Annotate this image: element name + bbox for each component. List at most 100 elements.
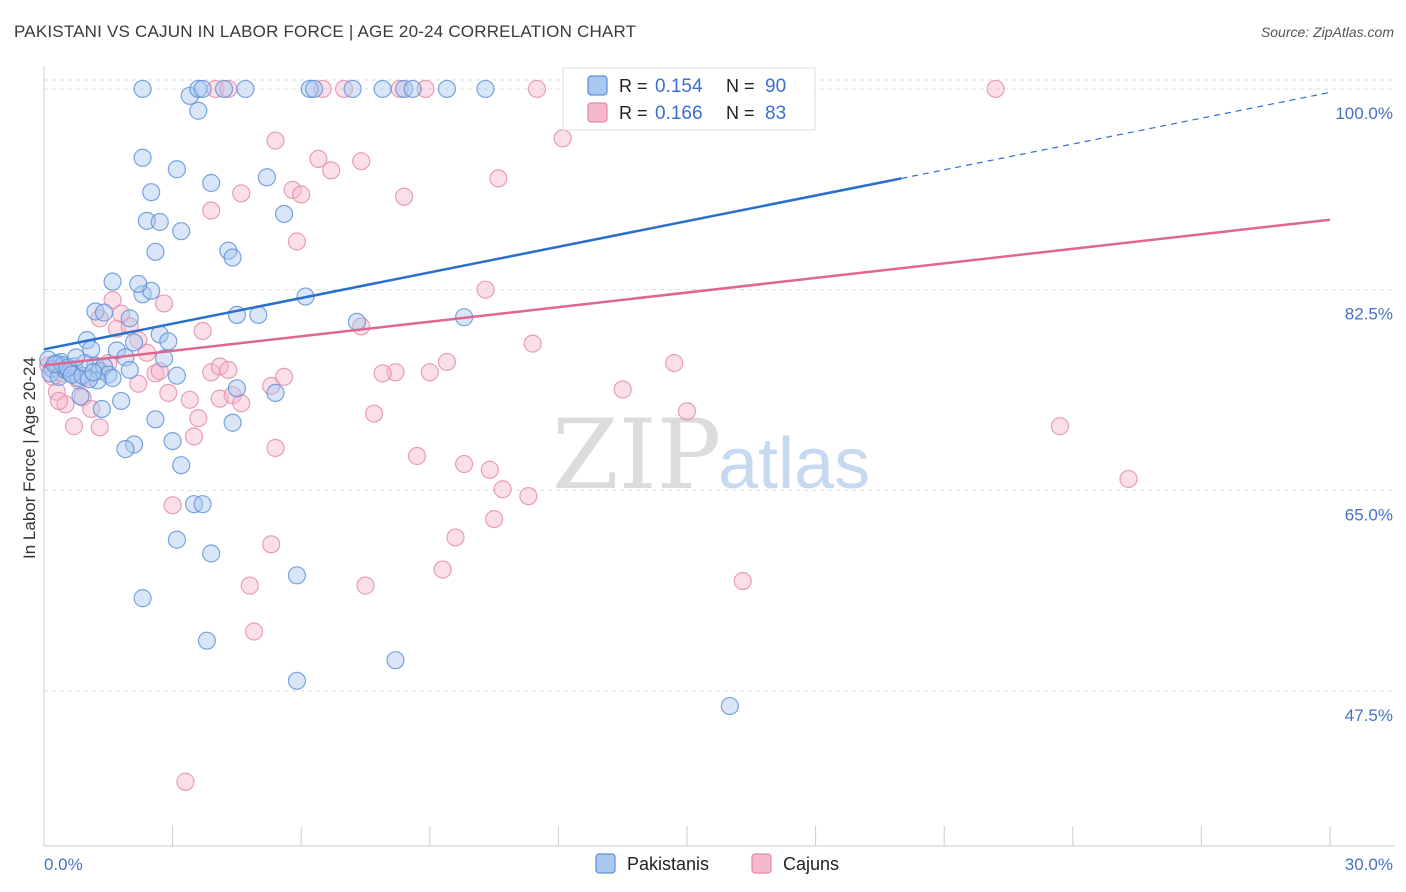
- cajun-point: [480, 460, 499, 479]
- watermark: ZIP atlas: [552, 399, 870, 511]
- cajun-point: [202, 201, 221, 220]
- cajun-point: [523, 334, 542, 353]
- pakistani-point: [94, 303, 114, 322]
- cajun-point: [103, 290, 122, 310]
- cajun-point: [232, 184, 251, 203]
- cajun-point: [64, 417, 84, 436]
- legend-n-value-2: 83: [765, 103, 786, 124]
- y-tick-label: 100.0%: [1335, 104, 1393, 123]
- pakistani-point: [150, 212, 169, 232]
- cajun-point: [274, 367, 294, 386]
- cajun-point: [82, 399, 101, 419]
- trend-lines: [43, 91, 1331, 367]
- chart-title: PAKISTANI VS CAJUN IN LABOR FORCE | AGE …: [14, 22, 637, 41]
- cajun-point: [527, 79, 547, 99]
- bottom-legend: Pakistanis Cajuns: [595, 853, 839, 874]
- pakistani-point: [347, 312, 367, 331]
- legend-swatch-pakistanis: [587, 75, 608, 96]
- y-tick-label: 82.5%: [1345, 305, 1393, 324]
- pakistani-point: [137, 211, 156, 230]
- cajun-point: [266, 131, 285, 150]
- cajun-point: [1050, 417, 1070, 436]
- pakistani-point: [403, 79, 422, 99]
- pakistani-point: [189, 79, 208, 99]
- legend-n-label-1: N =: [726, 76, 755, 96]
- cajun-point: [416, 79, 435, 99]
- legend-n-label-2: N =: [726, 103, 755, 123]
- cajun-point: [519, 487, 538, 506]
- pakistani-point: [146, 242, 165, 261]
- pakistani-point: [92, 399, 111, 419]
- pakistani-point: [236, 79, 255, 99]
- pakistani-point: [189, 101, 208, 120]
- pakistani-point: [133, 79, 152, 99]
- pakistani-point: [476, 79, 495, 99]
- cajun-point: [665, 353, 684, 373]
- grid-lines: [44, 79, 1395, 692]
- cajun-point: [613, 380, 632, 399]
- pakistani-point: [197, 631, 216, 650]
- bottom-legend-swatch-cajuns: [751, 853, 772, 874]
- legend-r-value-1: 0.154: [655, 76, 703, 97]
- pakistani-point: [129, 274, 148, 294]
- cajun-point: [454, 454, 474, 474]
- cajun-point: [352, 152, 371, 171]
- legend-box: R = 0.154 N = 90 R = 0.166 N = 83: [562, 67, 816, 131]
- axes: [43, 66, 1395, 847]
- pakistani-point: [116, 440, 135, 459]
- pakistani-point: [214, 79, 234, 99]
- pakistani-point: [112, 391, 131, 411]
- cajun-point: [476, 280, 495, 299]
- cajun-point: [154, 294, 174, 313]
- pakistani-point: [159, 332, 178, 351]
- pakistani-point: [202, 544, 221, 563]
- pakistani-point: [167, 530, 186, 549]
- pakistani-point: [142, 183, 161, 202]
- bottom-legend-swatch-pakistanis: [595, 853, 616, 874]
- pakistani-point: [103, 368, 122, 388]
- legend-r-value-2: 0.166: [655, 103, 703, 124]
- legend-r-label-2: R =: [619, 103, 648, 123]
- x-tick-label: 30.0%: [1345, 855, 1393, 874]
- pakistani-point: [133, 589, 152, 608]
- pakistani-point: [287, 566, 307, 585]
- pakistani-point: [300, 79, 319, 99]
- cajun-point: [49, 391, 69, 411]
- cajun-point: [232, 394, 251, 413]
- pakistani-point: [343, 79, 362, 99]
- pakistani-point: [146, 410, 165, 429]
- cajun-point: [240, 576, 259, 595]
- cajun-point: [420, 363, 439, 382]
- cajun-point: [129, 374, 148, 393]
- x-tick-label: 0.0%: [44, 855, 83, 874]
- tick-labels: 100.0% 82.5% 65.0% 47.5% 0.0% 30.0%: [44, 104, 1393, 874]
- pakistani-point: [202, 173, 221, 193]
- cajun-point: [386, 363, 405, 382]
- cajun-point: [189, 409, 208, 428]
- watermark-zip: ZIP: [552, 399, 721, 511]
- cajun-point: [493, 480, 512, 499]
- pakistani-point: [71, 387, 90, 406]
- source-label: Source: ZipAtlas.com: [1260, 24, 1394, 40]
- y-tick-label: 65.0%: [1345, 505, 1393, 524]
- cajun-point: [553, 129, 572, 148]
- y-axis-label: In Labor Force | Age 20-24: [20, 357, 39, 559]
- pakistani-point: [103, 272, 122, 291]
- cajun-point: [244, 622, 264, 641]
- watermark-atlas: atlas: [718, 424, 870, 504]
- pakistani-trend-extension: [901, 91, 1331, 180]
- cajun-point: [986, 79, 1005, 99]
- cajun-point: [373, 364, 392, 383]
- cajun-point: [309, 149, 328, 169]
- pakistani-points: [39, 79, 739, 716]
- pakistani-point: [223, 248, 242, 267]
- y-tick-label: 47.5%: [1345, 706, 1393, 725]
- pakistani-point: [386, 651, 405, 670]
- legend-swatch-cajuns: [587, 102, 608, 123]
- cajun-point: [446, 528, 465, 547]
- cajun-point: [394, 187, 414, 206]
- pakistani-point: [163, 431, 182, 451]
- cajun-point: [266, 438, 285, 458]
- cajun-point: [489, 169, 508, 188]
